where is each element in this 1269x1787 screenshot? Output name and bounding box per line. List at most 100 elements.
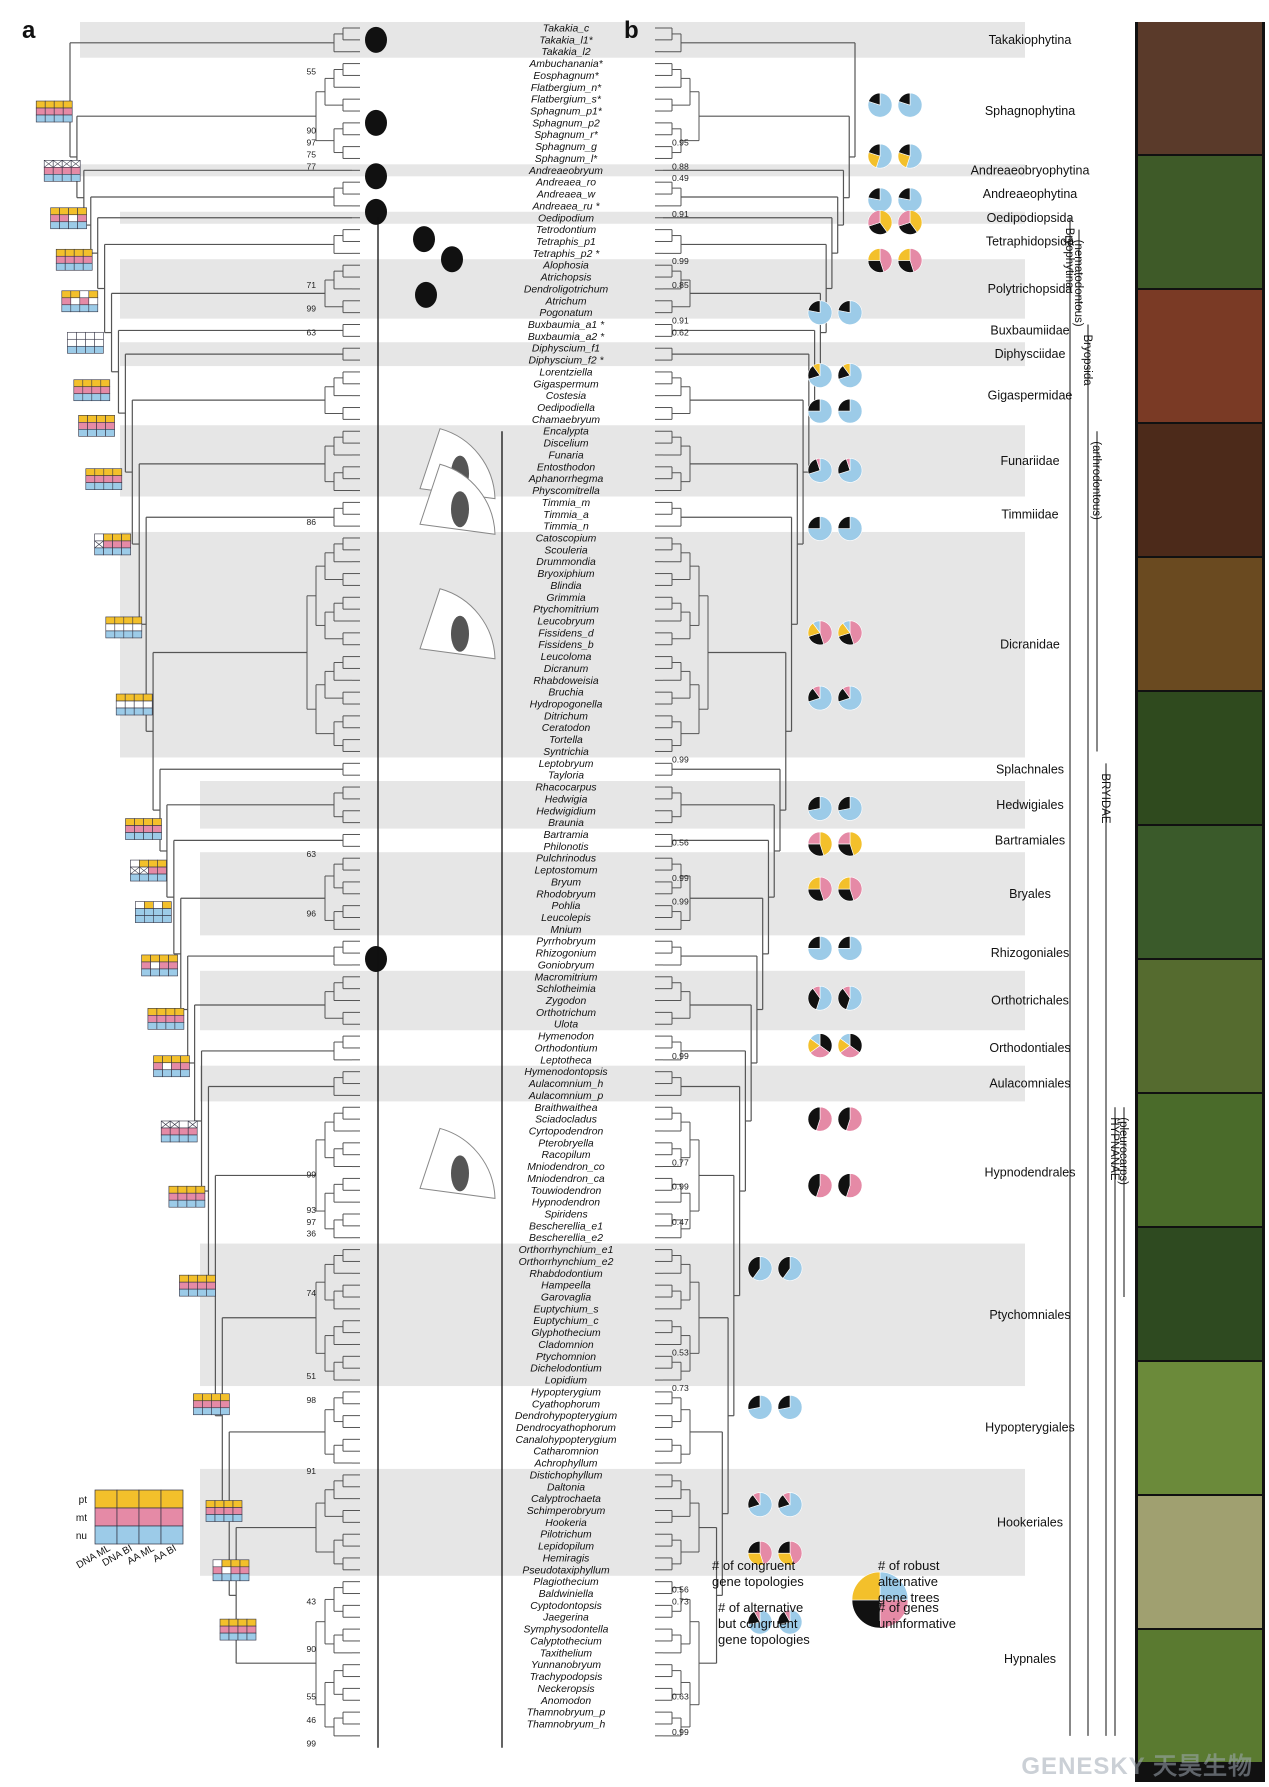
legend-b-text: # of congruent [712,1558,796,1573]
taxon-label: Yunnanobryum [531,1660,601,1671]
grid-cell [202,1407,212,1416]
grid-cell [61,174,72,182]
grid-cell [91,393,102,402]
grid-cell [133,707,144,716]
taxon-label: Thamnobryum_h [527,1719,606,1730]
pie-slice [837,516,851,529]
taxon-label: Tortella [549,735,583,746]
grid-cell [153,1069,163,1078]
pie-slice [898,92,911,106]
pie-slice [837,300,863,325]
grid-cell [112,482,123,490]
taxon-label: Euptychium_c [533,1316,599,1327]
taxon-label: Braunia [548,818,584,829]
taxon-label: Timmia_a [543,510,589,521]
group-brackets: Bryophytina(nematodontous) Bryopsida (arth… [1063,217,1129,1736]
pie-slice [837,398,863,424]
grid-cell [162,908,172,916]
grid-cell [230,1573,241,1582]
taxon-label: Leptobryum [539,759,594,770]
grid-cell [180,1069,190,1078]
taxon-label: Aphanorrhegma [528,474,604,485]
taxon-label: Ambuchanania* [528,59,603,70]
grid-cell [239,1559,250,1568]
pie-slice [747,1540,761,1554]
taxon-label: Diphyscium_f1 [532,344,600,355]
grid-cell [78,422,88,430]
grid-cell [85,482,96,490]
grid-cell [159,961,169,970]
taxon-label: Hydropogonella [530,700,603,711]
taxon-label: Cyrtopodendron [529,1126,604,1137]
pie-slice [868,92,881,106]
taxon-label: Mnium [550,925,582,936]
grid-cell [168,954,178,963]
clade-label: Bryales [1009,887,1051,901]
grid-cell [96,422,106,430]
clade-label: Orthotrichales [991,994,1069,1008]
grid-cell [59,214,69,223]
grid-cell [162,901,172,909]
taxon-label: Flatbergium_s* [531,95,602,106]
grid-cell [87,422,97,430]
grid-cell [78,429,88,437]
pie-slice [867,210,881,227]
grid-cell [179,1281,189,1290]
taxon-label: Spiridens [544,1210,587,1221]
grid-cell [212,1573,223,1582]
grid-cell [223,1507,234,1515]
grid-cell [73,379,84,388]
pie-slice [837,796,851,811]
clade-label: Bartramiales [995,833,1065,847]
taxon-label: Thamnobryum_p [527,1708,606,1719]
grid-cell [197,1281,207,1290]
pie-slice [807,796,821,811]
taxon-label: Bartramia [543,830,588,841]
grid-cell [220,1400,230,1409]
grid-cell [130,859,140,868]
grid-cell [52,167,63,175]
support-value-a: 99 [306,1169,316,1179]
grid-cell [169,1127,180,1136]
legend-b-text: # of robust [878,1558,940,1573]
grid-cell [168,1199,179,1208]
taxon-label: Hypopterygium [531,1387,601,1398]
clade-label: Takakiophytina [989,33,1072,47]
grid-cell [223,1500,234,1508]
taxon-label: Ptychomnion [536,1352,596,1363]
taxon-label: Sphagnum_p2 [532,118,600,129]
grid-cell [159,954,169,963]
pie-slice [867,248,881,261]
taxon-label: Garovaglia [541,1293,591,1304]
legend-cell [94,1525,118,1545]
grid-cell [85,475,96,483]
taxon-label: Rhacocarpus [535,783,596,794]
grid-cell [174,1008,185,1016]
grid-cell [232,1514,243,1522]
pie-slice [807,988,821,1010]
taxon-label: Bryum [551,877,581,888]
grid-cell [202,1393,212,1402]
pie-slice [815,458,821,471]
pie-slice [807,1173,821,1198]
grid-cell [159,968,169,977]
pie-slice [752,1256,773,1281]
grid-cell [141,954,151,963]
grid-cell [105,429,115,437]
support-value-b: 0.99 [672,873,689,883]
pie-slice [909,248,923,273]
grid-cell [55,262,66,271]
grid-cell [135,901,145,909]
pie-slice [819,620,833,645]
grid-cell [214,1507,225,1515]
pie-slice [849,1033,863,1054]
grid-cell [150,961,160,970]
pie-slice [849,831,863,856]
taxon-label: Blindia [550,581,581,592]
taxon-label: Catoscopium [536,533,597,544]
taxon-label: Tetraphis_p1 [536,237,596,248]
taxon-label: Pulchrinodus [536,854,596,865]
pie-slice [837,936,851,949]
taxon-label: Drummondia [536,557,596,568]
grid-cell [219,1618,230,1627]
